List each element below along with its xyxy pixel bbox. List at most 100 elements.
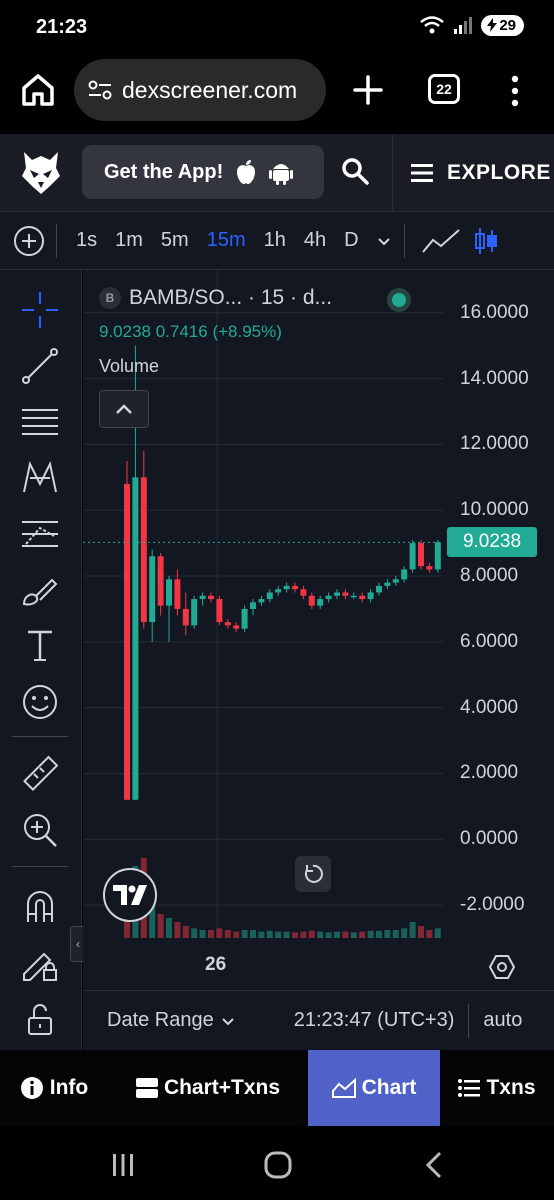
new-tab-icon[interactable] [348,70,388,110]
volume-bar [334,931,340,938]
candle [157,556,164,606]
android-icon [269,164,294,185]
interval-4h[interactable]: 4h [303,229,327,251]
price-axis-tick: 10.0000 [460,499,529,521]
volume-bar [199,930,206,938]
candle [384,582,391,586]
candlestick-icon[interactable] [473,226,499,256]
volume-bar [392,930,399,938]
site-settings-icon[interactable] [88,80,112,100]
interval-1s[interactable]: 1s [76,229,98,251]
status-icons: 29 [419,14,524,36]
candle [166,579,172,606]
interval-5m[interactable]: 5m [160,229,189,251]
volume-bar [250,930,256,938]
app-header: Get the App! EXPLORE [0,134,554,212]
text-tool-icon[interactable] [20,626,60,666]
volume-bar [317,931,324,938]
dexscreener-logo-icon[interactable] [20,148,62,196]
volume-bar [418,926,424,938]
zoom-in-icon[interactable] [20,810,60,850]
candle [418,543,424,567]
home-icon[interactable] [18,70,58,110]
candle [409,543,416,570]
chart-area[interactable]: B BAMB/SO... · 15 · d... 9.0238 0.7416 (… [83,270,554,990]
interval-d[interactable]: D [344,229,359,251]
candle [376,585,382,593]
more-menu-icon[interactable] [503,74,527,108]
home-nav-icon[interactable] [263,1150,293,1180]
price-axis-tick: 12.0000 [460,433,529,455]
chart-bottom-bar: Date Range 21:23:47 (UTC+3) auto [83,990,554,1050]
tab-chart-txns[interactable]: Chart+Txns [108,1050,308,1126]
price-axis-tick: 2.0000 [460,762,519,784]
candle [266,592,273,600]
battery-badge: 29 [481,14,524,36]
volume-bar [325,932,332,938]
tradingview-logo-icon[interactable] [103,868,157,922]
symbol-badge: B [99,287,121,309]
crosshair-icon[interactable] [20,290,60,330]
date-range-button[interactable]: Date Range [107,1009,236,1032]
market-status-icon[interactable] [387,288,411,312]
tab-info[interactable]: Info [0,1050,108,1126]
recent-apps-icon[interactable] [108,1150,138,1180]
price-axis-tick: 6.0000 [460,630,519,652]
system-nav-bar [0,1126,554,1200]
candle [434,542,441,570]
lock-drawing-icon[interactable] [20,942,60,982]
trend-line-icon[interactable] [20,346,60,386]
chart-settings-icon[interactable] [489,954,515,980]
hamburger-icon [411,164,433,182]
back-icon[interactable] [420,1150,450,1180]
candle [275,589,282,593]
volume-bar [283,931,290,938]
magnet-icon[interactable] [20,886,60,926]
candle [224,622,231,626]
interval-15m[interactable]: 15m [206,229,246,251]
get-app-button[interactable]: Get the App! [82,145,324,199]
status-time: 21:23 [36,16,88,38]
tab-chart-txns-label: Chart+Txns [163,1076,281,1099]
tab-chart[interactable]: Chart [308,1050,440,1126]
reset-chart-button[interactable] [295,856,331,892]
volume-bar [367,930,374,938]
ohlc-values: 9.0238 0.7416 (+8.95%) [99,322,282,341]
ruler-icon[interactable] [20,754,60,794]
battery-level: 29 [499,16,516,34]
pattern-icon[interactable] [20,458,60,498]
volume-bar [384,930,391,938]
chart-toolbar: 1s 1m 5m 15m 1h 4h D [0,212,554,270]
last-price-label: 9.0238 [447,527,537,558]
volume-bar [233,931,240,938]
url-bar[interactable]: dexscreener.com [74,59,326,121]
divider [468,1003,470,1038]
search-icon[interactable] [340,156,370,186]
tab-info-label: Info [49,1076,89,1099]
auto-scale-button[interactable]: auto [483,1009,523,1031]
tab-switcher-button[interactable]: 22 [428,74,460,104]
bottom-tab-bar: Info Chart+Txns Chart Txns [0,1050,554,1126]
prediction-icon[interactable] [20,514,60,554]
volume-bar [342,931,349,938]
timezone-clock[interactable]: 21:23:47 (UTC+3) [293,1009,455,1031]
tab-txns[interactable]: Txns [440,1050,554,1126]
get-app-label: Get the App! [104,160,224,183]
chevron-down-icon[interactable] [374,231,394,251]
volume-bar [275,931,282,938]
interval-1h[interactable]: 1h [263,229,286,251]
emoji-icon[interactable] [20,682,60,722]
fib-retracement-icon[interactable] [20,402,60,442]
candle [124,483,130,800]
symbol-title[interactable]: BAMB/SO... · 15 · d... [129,286,333,309]
interval-1m[interactable]: 1m [115,229,143,251]
explore-button[interactable]: EXPLORE [392,134,554,212]
collapse-legend-button[interactable] [99,390,149,428]
unlock-icon[interactable] [20,998,60,1038]
reset-icon [304,864,323,883]
candle [401,569,408,580]
line-chart-icon[interactable] [421,226,461,256]
volume-bar [191,928,198,938]
add-symbol-icon[interactable] [12,224,46,258]
brush-icon[interactable] [20,570,60,610]
